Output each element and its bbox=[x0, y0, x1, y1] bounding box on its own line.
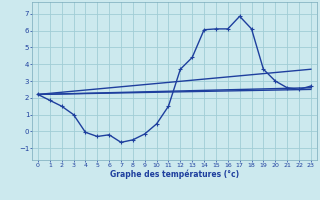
X-axis label: Graphe des températures (°c): Graphe des températures (°c) bbox=[110, 169, 239, 179]
